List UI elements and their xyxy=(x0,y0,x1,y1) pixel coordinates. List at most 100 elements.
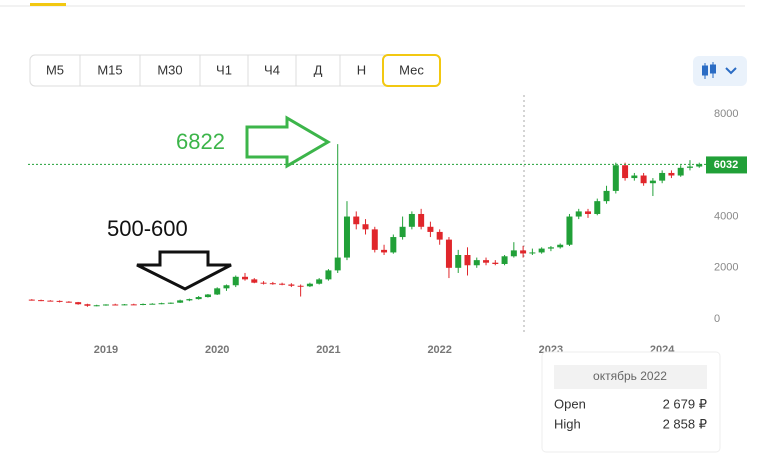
candle-body xyxy=(112,304,119,306)
candle-body xyxy=(529,252,536,254)
candle-body xyxy=(566,216,573,245)
candle-body xyxy=(575,211,582,217)
candle-body xyxy=(297,285,304,287)
candle-body xyxy=(149,303,156,305)
candle-body xyxy=(167,302,174,304)
candle-body xyxy=(47,300,54,302)
candle-body xyxy=(473,260,480,266)
tab-underline xyxy=(30,3,66,6)
tooltip-label: Open xyxy=(554,396,586,411)
candle-body xyxy=(640,175,647,184)
chart-type-button[interactable] xyxy=(693,56,747,86)
timeframe-button[interactable]: М30 xyxy=(157,62,182,77)
annotation-arrow-right xyxy=(245,115,331,169)
timeframe-button[interactable]: Ч1 xyxy=(216,62,232,77)
annotation-text: 6822 xyxy=(176,129,225,154)
candle-body xyxy=(279,283,286,285)
candle-body xyxy=(547,247,554,249)
candle-body xyxy=(427,226,434,232)
candle-body xyxy=(501,256,508,264)
candle-body xyxy=(232,276,239,286)
candle-body xyxy=(306,283,313,287)
candle-body xyxy=(56,300,63,302)
x-tick-label: 2019 xyxy=(94,344,118,356)
annotation-arrow-down xyxy=(136,250,232,291)
candle-body xyxy=(140,303,147,305)
candle-body xyxy=(251,279,258,283)
candle-body xyxy=(557,244,564,248)
timeframe-button[interactable]: Ч4 xyxy=(264,62,280,77)
candle-body xyxy=(686,166,693,168)
timeframe-button[interactable]: Н xyxy=(357,62,366,77)
y-tick-label: 0 xyxy=(714,313,720,325)
candle-body xyxy=(288,284,295,286)
candle-body xyxy=(668,172,675,176)
last-price-label: 6032 xyxy=(714,159,738,171)
candle-body xyxy=(483,260,490,263)
candle-body xyxy=(75,302,82,305)
candle-body xyxy=(390,237,397,253)
candle-body xyxy=(436,231,443,240)
y-tick-label: 4000 xyxy=(714,210,738,222)
chart-type-icon xyxy=(702,62,737,79)
x-tick-label: 2022 xyxy=(427,344,451,356)
candle-body xyxy=(158,303,165,305)
timeframe-button-selected[interactable] xyxy=(382,54,441,87)
candle-body xyxy=(177,300,184,303)
candle-body xyxy=(186,299,193,301)
candle-body xyxy=(65,301,72,303)
candle-body xyxy=(603,190,610,202)
tooltip-title: октябрь 2022 xyxy=(593,369,667,383)
candle-body xyxy=(418,213,425,227)
candle-body xyxy=(353,216,360,225)
candle-body xyxy=(260,282,267,284)
timeframe-button[interactable]: Д xyxy=(314,62,323,77)
timeframe-button[interactable]: Мес xyxy=(399,62,424,77)
candle-body xyxy=(464,255,471,266)
timeframe-button[interactable]: М15 xyxy=(97,62,122,77)
timeframe-bar xyxy=(29,54,441,87)
candle-body xyxy=(538,248,545,253)
candle-body xyxy=(269,283,276,285)
annotation-text: 500-600 xyxy=(107,216,188,241)
candle-body xyxy=(445,239,452,268)
candle-body xyxy=(631,175,638,179)
tooltip-header xyxy=(554,365,707,389)
candle-body xyxy=(93,305,100,307)
timeframe-button[interactable]: М5 xyxy=(46,62,64,77)
candle-body xyxy=(510,250,517,257)
candle-body xyxy=(28,299,35,301)
candle-body xyxy=(594,201,601,214)
x-tick-label: 2020 xyxy=(205,344,229,356)
candle-body xyxy=(455,255,462,268)
last-price-badge xyxy=(706,156,747,174)
candle-body xyxy=(84,304,91,306)
candle-body xyxy=(343,216,350,258)
candle-body xyxy=(612,165,619,191)
candle-body xyxy=(325,270,332,280)
tooltip-value: 2 679 ₽ xyxy=(663,396,707,411)
candle-body xyxy=(492,262,499,264)
candle-body xyxy=(381,249,388,253)
y-tick-label: 2000 xyxy=(714,262,738,274)
candle-body xyxy=(334,257,341,271)
candle-body xyxy=(371,229,378,250)
candle-body xyxy=(649,180,656,184)
candle-body xyxy=(38,300,45,302)
tooltip-value: 2 858 ₽ xyxy=(663,416,707,431)
x-tick-label: 2021 xyxy=(316,344,340,356)
candle-body xyxy=(622,165,629,179)
candle-body xyxy=(659,172,666,181)
candle-body xyxy=(223,285,230,289)
candle-body xyxy=(316,279,323,284)
y-tick-label: 8000 xyxy=(714,108,738,120)
candle-body xyxy=(242,276,249,280)
tooltip: октябрь 2022 Open 2 679 ₽ High 2 858 ₽ xyxy=(541,351,721,453)
timeframe-buttons: М5 М15 М30 Ч1 Ч4 Д Н Мес xyxy=(46,54,441,87)
candle-body xyxy=(214,288,221,295)
candle-body xyxy=(399,226,406,238)
candle-body xyxy=(130,304,137,306)
candle-body xyxy=(102,304,109,306)
